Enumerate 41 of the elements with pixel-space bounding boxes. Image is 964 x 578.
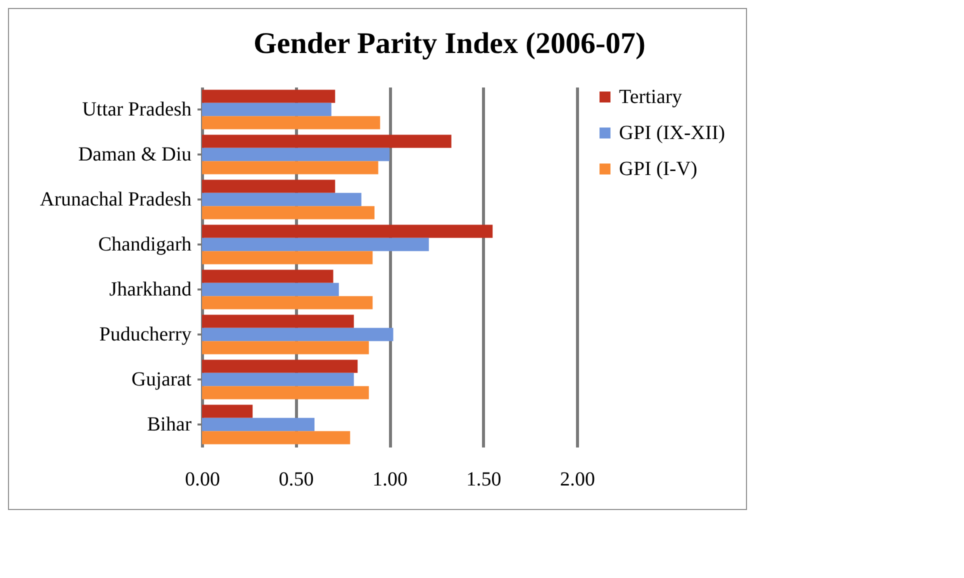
bar: [202, 116, 380, 130]
bar: [202, 418, 314, 432]
y-tick-label: Jharkhand: [109, 278, 192, 300]
x-tick-label: 1.00: [372, 468, 408, 490]
bar: [202, 192, 362, 206]
bar: [202, 296, 373, 310]
bar: [202, 431, 350, 444]
bar: [202, 404, 253, 418]
x-tick-label: 1.50: [466, 468, 502, 490]
y-tick-label: Uttar Pradesh: [82, 98, 192, 120]
x-tick-label: 0.50: [278, 468, 314, 490]
bar: [202, 238, 429, 252]
y-tick-label: Bihar: [147, 414, 192, 436]
bar: [202, 206, 374, 220]
bar: [202, 148, 390, 162]
bar: [202, 134, 452, 148]
legend-label: GPI (IX-XII): [619, 122, 726, 144]
bar: [202, 341, 369, 354]
y-tick-label: Chandigarh: [98, 234, 192, 256]
bar: [202, 180, 336, 193]
bar: [202, 224, 493, 238]
legend-label: GPI (I-V): [619, 158, 698, 180]
y-tick-label: Arunachal Pradesh: [40, 188, 192, 210]
bar: [202, 90, 336, 103]
x-tick-label: 0.00: [185, 468, 220, 490]
bar: [202, 314, 354, 328]
bar: [202, 161, 378, 174]
y-tick-label: Daman & Diu: [78, 144, 192, 166]
y-tick-label: Puducherry: [99, 324, 192, 346]
legend-label: Tertiary: [619, 86, 682, 108]
bar: [202, 270, 334, 283]
bar: [202, 251, 373, 264]
chart-title: Gender Parity Index (2006-07): [254, 27, 646, 60]
bar: [202, 360, 358, 373]
bar: [202, 282, 339, 296]
bar: [202, 328, 394, 342]
bar: [202, 372, 354, 386]
bar: [202, 386, 369, 400]
bar: [202, 102, 332, 116]
y-tick-label: Gujarat: [132, 368, 192, 390]
x-tick-label: 2.00: [560, 468, 595, 490]
